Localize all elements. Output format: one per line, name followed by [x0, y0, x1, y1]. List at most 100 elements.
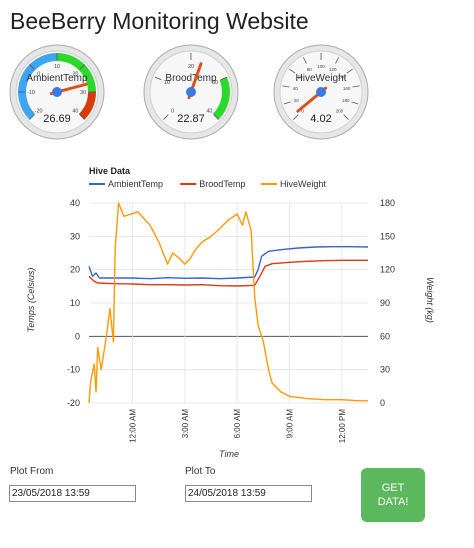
gauge-hub [316, 87, 326, 97]
y-tick-label: 20 [70, 265, 80, 275]
plot-from-label: Plot From [10, 466, 54, 477]
gauge-tick [220, 76, 228, 81]
y-tick-label: 40 [70, 198, 80, 208]
gauge-tick [346, 68, 353, 74]
chart-title: Hive Data [89, 166, 131, 176]
gauge-band [78, 91, 96, 120]
gauge-tick [352, 85, 360, 88]
gauge-tick-label: 20 [294, 98, 300, 103]
gauge-tick-label: 140 [338, 75, 346, 80]
gauge-tick [289, 68, 296, 74]
y2-tick-label: 30 [380, 365, 390, 375]
gauge-ticks: -20 -10 0 10 20 30 40 [18, 53, 96, 120]
gauge-tick-label: 20 [188, 64, 194, 70]
gauge-value: 26.69 [43, 113, 71, 125]
y2-axis-label: Weight (kg) [425, 277, 435, 323]
y-axis-label: Temps (Celsius) [26, 268, 36, 333]
y2-tick-label: 180 [380, 198, 395, 208]
gauge-tick-label: 10 [164, 80, 170, 86]
gauge-tick-label: 180 [342, 98, 350, 103]
gauge-tick-label: 40 [72, 108, 78, 114]
gauge-tick-label: 60 [297, 75, 303, 80]
series-line-HiveWeight [88, 202, 368, 404]
gauge-tick-label: -10 [27, 90, 35, 96]
gauge-tick [29, 114, 35, 120]
gauge-hub [186, 87, 196, 97]
gauge-band [212, 77, 230, 120]
gauge-ticks: 0 10 20 30 40 [154, 53, 228, 120]
gauge-tick-label: 80 [307, 67, 313, 72]
y2-tick-label: 60 [380, 331, 390, 341]
x-tick-label: 9:00 AM [286, 409, 295, 439]
y-tick-label: -10 [67, 365, 80, 375]
x-tick-label: 12:00 PM [338, 409, 347, 444]
y-tick-label: -20 [67, 398, 80, 408]
legend-label: BroodTemp [199, 179, 245, 189]
gauge-bands [212, 77, 230, 120]
gauge-tick [335, 57, 340, 64]
plot-from-input[interactable] [9, 485, 136, 502]
gauge-tick [293, 114, 299, 120]
series-line-AmbientTemp [88, 246, 369, 280]
chart-lines [88, 202, 369, 404]
gauge-tick-label: 100 [317, 64, 325, 69]
gauge-tick-label: 0 [37, 72, 40, 78]
get-data-button[interactable]: GET DATA! [361, 468, 425, 522]
gauge-tick-label: 40 [206, 108, 212, 114]
gauge-tick-label: 0 [171, 108, 174, 114]
gauge-label: BroodTemp [165, 73, 217, 84]
plot-to-input[interactable] [185, 485, 312, 502]
y2-tick-label: 0 [380, 398, 385, 408]
gauge-tick [302, 57, 307, 64]
chart-axes: 40 30 20 10 0 -10 -20 180 150 120 90 60 30 0 12:00 AM 3… [67, 198, 395, 443]
x-tick-label: 6:00 AM [233, 409, 242, 439]
gauge-label: HiveWeight [296, 73, 347, 84]
gauge-tick [283, 101, 291, 105]
gauge-tick-label: 0 [301, 108, 304, 113]
hive-data-chart: Hive Data AmbientTemp BroodTemp HiveWeight… [0, 160, 474, 462]
gauge-tick-label: -20 [35, 108, 43, 114]
gauge-tick-label: 120 [329, 67, 337, 72]
page-title: BeeBerry Monitoring Website [10, 8, 309, 34]
y2-tick-label: 90 [380, 298, 390, 308]
gauge-tick-label: 160 [343, 86, 351, 91]
gauge-tick [29, 64, 35, 70]
gauge-tick [213, 114, 219, 120]
gauge-value: 4.02 [310, 113, 331, 125]
gauge-label: AmbientTemp [26, 73, 88, 84]
y-tick-label: 10 [70, 298, 80, 308]
chart-legend: AmbientTemp BroodTemp HiveWeight [89, 179, 326, 189]
chart-grid [89, 202, 368, 404]
gauge-tick-label: 200 [336, 108, 344, 113]
y-tick-label: 30 [70, 231, 80, 241]
chart-svg: Hive Data AmbientTemp BroodTemp HiveWeight… [26, 166, 435, 459]
y2-tick-label: 120 [380, 265, 395, 275]
legend-label: HiveWeight [280, 179, 326, 189]
y2-tick-label: 150 [380, 231, 395, 241]
y-tick-label: 0 [75, 331, 80, 341]
brood-temp-gauge: 0 10 20 30 40 BroodTemp 22.87 [143, 44, 239, 140]
gauge-tick [79, 114, 85, 120]
gauge-hub [52, 87, 62, 97]
gauge-tick [79, 64, 85, 70]
gauge-tick [154, 76, 162, 81]
gauge-tick [163, 114, 169, 120]
x-axis-label: Time [219, 449, 239, 459]
ambient-temp-gauge: -20 -10 0 10 20 30 40 AmbientTemp 26.69 [9, 44, 105, 140]
legend-label: AmbientTemp [108, 179, 163, 189]
gauge-tick-label: 30 [212, 80, 218, 86]
plot-to-label: Plot To [185, 466, 216, 477]
gauge-tick [351, 101, 359, 105]
gauge-tick [282, 85, 290, 88]
gauge-tick-label: 20 [72, 72, 78, 78]
gauge-value: 22.87 [177, 113, 205, 125]
gauge-tick-label: 10 [54, 64, 60, 70]
gauge-tick [343, 114, 349, 120]
gauge-band [18, 53, 58, 120]
gauge-tick-label: 40 [293, 86, 299, 91]
series-line-BroodTemp [88, 259, 368, 287]
x-tick-label: 12:00 AM [129, 409, 138, 443]
gauge-tick-label: 30 [80, 90, 86, 96]
